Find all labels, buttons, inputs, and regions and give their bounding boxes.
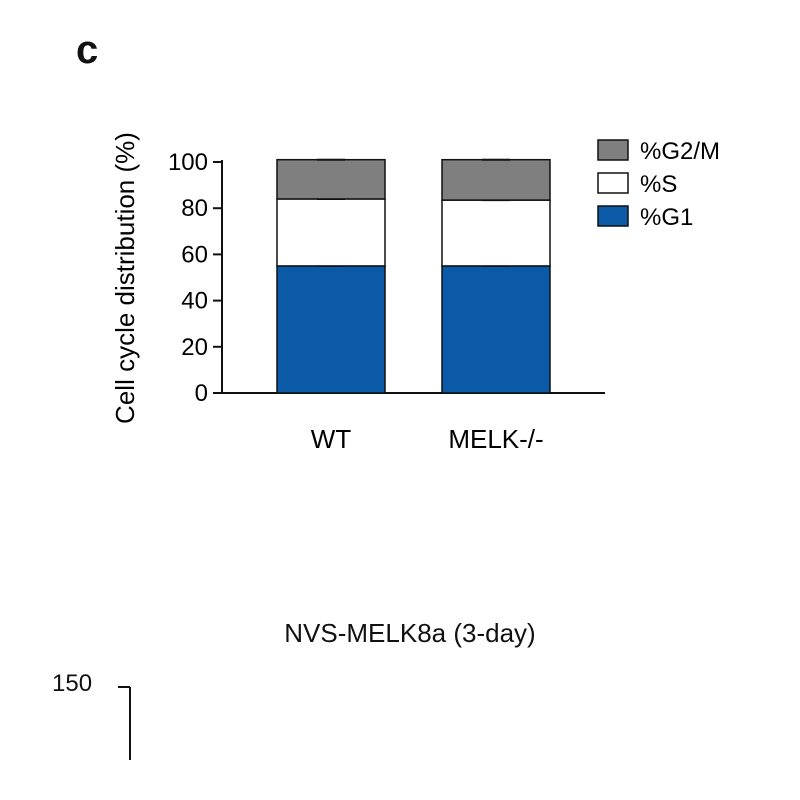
bar-segment	[441, 158, 551, 201]
x-tick-label: WT	[311, 424, 352, 454]
legend-swatch	[597, 205, 629, 227]
x-tick-label: MELK-/-	[448, 424, 543, 454]
legend-swatch	[597, 139, 629, 161]
stacked-bar-chart: 0 20 40 60 80 100 Cell cycle distribution (%) W…	[110, 132, 720, 454]
bar-segment	[441, 265, 551, 394]
y-tick-label: 80	[181, 195, 208, 222]
y-tick-label: 40	[181, 288, 208, 315]
next-panel-title: NVS-MELK8a (3-day)	[284, 618, 536, 648]
legend-label: %G2/M	[640, 138, 720, 165]
legend-label: %S	[640, 171, 677, 198]
y-tick-label: 100	[168, 149, 208, 176]
y-tick-label: 0	[195, 380, 208, 407]
y-tick-label: 20	[181, 334, 208, 361]
y-axis-label: Cell cycle distribution (%)	[110, 132, 140, 424]
y-tick-label: 60	[181, 241, 208, 268]
bar-segment	[276, 158, 386, 200]
bar-segment	[276, 265, 386, 394]
legend-label: %G1	[640, 204, 693, 231]
legend-swatch	[597, 172, 629, 194]
bar-segment	[441, 199, 551, 267]
bar-segment	[276, 198, 386, 267]
next-panel-ytick-label: 150	[52, 670, 93, 697]
panel-letter: c	[76, 28, 99, 72]
